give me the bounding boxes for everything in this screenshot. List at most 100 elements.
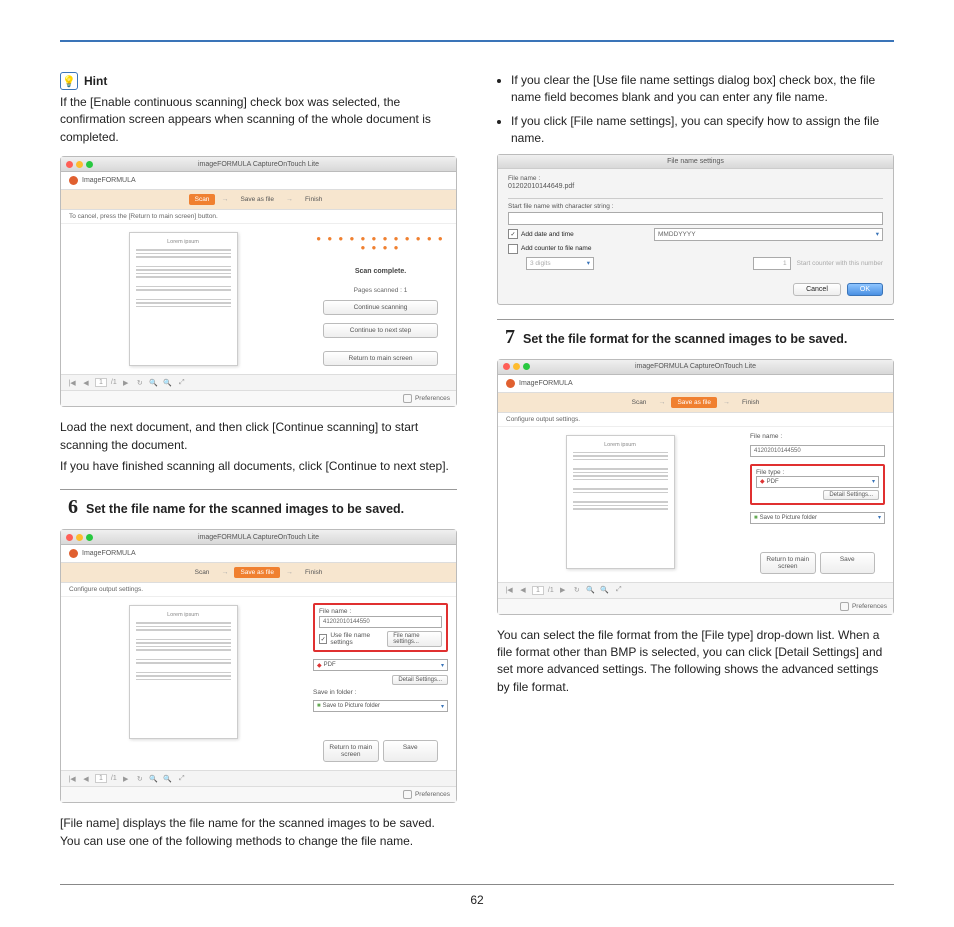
zoom-out-icon[interactable]: 🔍: [600, 586, 610, 594]
next-page-icon[interactable]: ▶: [121, 379, 131, 387]
save-button[interactable]: Save: [383, 740, 439, 762]
first-page-icon[interactable]: |◀: [504, 586, 514, 594]
start-string-label: Start file name with character string :: [508, 203, 883, 210]
file-name-input[interactable]: 41202010144550: [750, 445, 885, 457]
rotate-icon[interactable]: ↻: [572, 586, 582, 594]
step-title: Set the file format for the scanned imag…: [523, 332, 847, 346]
progress-dots: ● ● ● ● ● ● ● ● ● ● ● ● ● ● ● ●: [313, 234, 448, 252]
rotate-icon[interactable]: ↻: [135, 379, 145, 387]
add-counter-checkbox[interactable]: [508, 244, 518, 254]
page-thumbnail: Lorem ipsum: [129, 605, 238, 739]
zoom-in-icon[interactable]: 🔍: [586, 586, 596, 594]
brand-icon: [69, 176, 78, 185]
page-sep: /1: [548, 587, 554, 594]
arrow-icon: →: [723, 399, 730, 406]
zoom-in-icon[interactable]: 🔍: [149, 775, 159, 783]
zoom-in-icon[interactable]: 🔍: [149, 379, 159, 387]
page-num: 1: [532, 586, 544, 595]
continue-scanning-button[interactable]: Continue scanning: [323, 300, 438, 315]
dialog-title: File name settings: [498, 155, 893, 169]
arrow-icon: →: [286, 569, 293, 576]
rotate-icon[interactable]: ↻: [135, 775, 145, 783]
preferences-button[interactable]: Preferences: [840, 602, 887, 611]
return-button[interactable]: Return to main screen: [323, 740, 379, 762]
brand-text: ImageFORMULA: [82, 550, 136, 557]
save-folder-dropdown[interactable]: ■Save to Picture folder▾: [313, 700, 448, 712]
add-date-checkbox[interactable]: ✓: [508, 229, 518, 239]
body-text: You can select the file format from the …: [497, 627, 894, 697]
subbar-text: Configure output settings.: [498, 413, 893, 427]
prev-page-icon[interactable]: ◀: [81, 775, 91, 783]
file-name-value: 01202010144649.pdf: [508, 182, 883, 194]
arrow-icon: →: [658, 399, 665, 406]
brand-icon: [69, 549, 78, 558]
bullet-item: If you click [File name settings], you c…: [511, 113, 894, 148]
step-scan: Scan: [189, 194, 216, 205]
page-sep: /1: [111, 775, 117, 782]
first-page-icon[interactable]: |◀: [67, 379, 77, 387]
return-button[interactable]: Return to main screen: [760, 552, 816, 574]
toolbar: |◀ ◀ 1 /1 ▶ ↻ 🔍 🔍 ⤢: [498, 582, 893, 598]
arrow-icon: →: [221, 569, 228, 576]
return-button[interactable]: Return to main screen: [323, 351, 438, 366]
use-settings-checkbox[interactable]: ✓: [319, 634, 327, 644]
zoom-out-icon[interactable]: 🔍: [163, 775, 173, 783]
file-name-input[interactable]: 41202010144550: [319, 616, 442, 628]
left-column: 💡 Hint If the [Enable continuous scannin…: [60, 72, 457, 854]
top-rule: [60, 40, 894, 42]
first-page-icon[interactable]: |◀: [67, 775, 77, 783]
page-title: Lorem ipsum: [136, 239, 231, 245]
hint-text: If the [Enable continuous scanning] chec…: [60, 94, 457, 146]
step-finish: Finish: [736, 397, 765, 408]
toolbar: |◀ ◀ 1 /1 ▶ ↻ 🔍 🔍 ⤢: [61, 770, 456, 786]
brand-icon: [506, 379, 515, 388]
file-name-settings-dialog: File name settings File name : 012020101…: [497, 154, 894, 305]
date-format-dropdown[interactable]: MMDDYYYY▾: [654, 228, 883, 241]
zoom-out-icon[interactable]: 🔍: [163, 379, 173, 387]
body-text: [File name] displays the file name for t…: [60, 815, 457, 850]
step-save: Save as file: [234, 194, 280, 205]
cancel-button[interactable]: Cancel: [793, 283, 841, 296]
page-title: Lorem ipsum: [136, 612, 231, 618]
next-page-icon[interactable]: ▶: [558, 586, 568, 594]
step-finish: Finish: [299, 194, 328, 205]
window-title: imageFORMULA CaptureOnTouch Lite: [61, 161, 456, 168]
window-title: imageFORMULA CaptureOnTouch Lite: [498, 363, 893, 370]
preferences-button[interactable]: Preferences: [403, 394, 450, 403]
prev-page-icon[interactable]: ◀: [518, 586, 528, 594]
fit-icon[interactable]: ⤢: [614, 586, 624, 594]
brand-text: ImageFORMULA: [82, 177, 136, 184]
detail-settings-button[interactable]: Detail Settings...: [392, 675, 448, 685]
step-scan: Scan: [189, 567, 216, 578]
digits-dropdown[interactable]: 3 digits▾: [526, 257, 594, 270]
arrow-icon: →: [286, 196, 293, 203]
step-title: Set the file name for the scanned images…: [86, 502, 404, 516]
counter-start-input[interactable]: 1: [753, 257, 791, 270]
save-button[interactable]: Save: [820, 552, 876, 574]
preferences-button[interactable]: Preferences: [403, 790, 450, 799]
screenshot-file-format: imageFORMULA CaptureOnTouch Lite ImageFO…: [497, 359, 894, 615]
ok-button[interactable]: OK: [847, 283, 883, 296]
step-number: 7: [497, 326, 515, 349]
file-type-dropdown[interactable]: ◆PDF▾: [756, 476, 879, 488]
subbar-text: To cancel, press the [Return to main scr…: [61, 210, 456, 224]
page-thumbnail: Lorem ipsum: [129, 232, 238, 366]
step-number: 6: [60, 496, 78, 519]
next-page-icon[interactable]: ▶: [121, 775, 131, 783]
file-name-settings-button[interactable]: File name settings...: [387, 631, 442, 647]
fit-icon[interactable]: ⤢: [177, 379, 187, 387]
toolbar: |◀ ◀ 1 /1 ▶ ↻ 🔍 🔍 ⤢: [61, 374, 456, 390]
start-string-input[interactable]: [508, 212, 883, 225]
save-in-label: Save in folder :: [313, 689, 448, 696]
subbar-text: Configure output settings.: [61, 583, 456, 597]
bullet-item: If you clear the [Use file name settings…: [511, 72, 894, 107]
screenshot-file-name: imageFORMULA CaptureOnTouch Lite ImageFO…: [60, 529, 457, 803]
fit-icon[interactable]: ⤢: [177, 775, 187, 783]
prev-page-icon[interactable]: ◀: [81, 379, 91, 387]
detail-settings-button[interactable]: Detail Settings...: [823, 490, 879, 500]
hint-icon: 💡: [60, 72, 78, 90]
save-folder-dropdown[interactable]: ■Save to Picture folder▾: [750, 512, 885, 524]
file-type-dropdown[interactable]: ◆PDF▾: [313, 659, 448, 671]
step-save: Save as file: [234, 567, 280, 578]
continue-next-button[interactable]: Continue to next step: [323, 323, 438, 338]
